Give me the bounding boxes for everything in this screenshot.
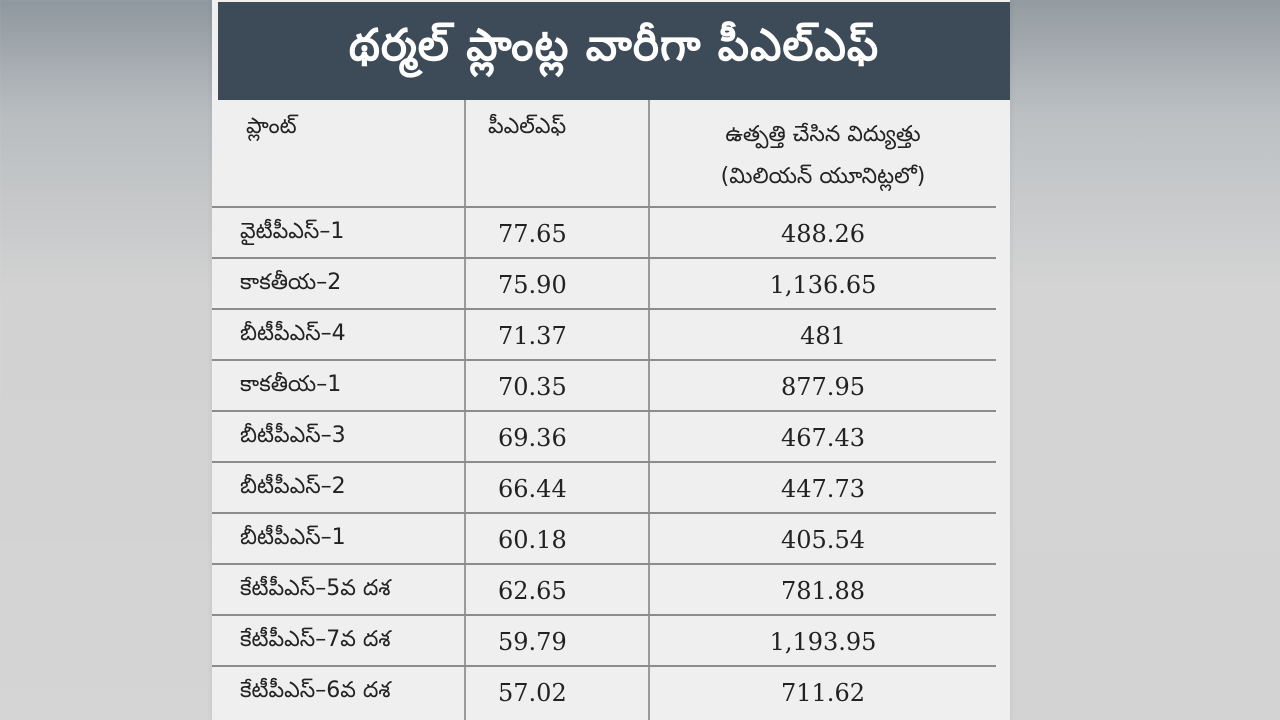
cell-plant: బీటీపీఎస్–2 xyxy=(240,474,346,499)
cell-generation: 481 xyxy=(800,322,846,350)
cell-plf: 75.90 xyxy=(498,271,567,299)
row-divider xyxy=(212,665,996,667)
row-divider xyxy=(212,359,996,361)
plf-table-card: థర్మల్ ప్లాంట్ల వారీగా పీఎల్ఎఫ్ ప్లాంట్ … xyxy=(212,0,1010,720)
cell-plf: 66.44 xyxy=(498,475,567,503)
row-divider xyxy=(212,257,996,259)
cell-generation: 1,136.65 xyxy=(769,271,877,299)
cell-generation: 781.88 xyxy=(781,577,865,605)
cell-generation: 447.73 xyxy=(781,475,865,503)
cell-generation: 405.54 xyxy=(781,526,865,554)
cell-plant: బీటీపీఎస్–3 xyxy=(240,423,346,448)
header-generation: ఉత్పత్తి చేసిన విద్యుత్తు (మిలియన్ యూనిట… xyxy=(650,114,996,198)
background-left xyxy=(0,0,212,720)
cell-plant: కేటీపీఎస్–5వ దశ xyxy=(240,576,391,601)
cell-generation: 1,193.95 xyxy=(769,628,877,656)
cell-plant: వైటీపీఎస్–1 xyxy=(240,219,345,244)
background-right xyxy=(1010,0,1280,720)
cell-plant: బీటీపీఎస్–4 xyxy=(240,321,346,346)
cell-plf: 59.79 xyxy=(498,628,567,656)
row-divider xyxy=(212,308,996,310)
table-title: థర్మల్ ప్లాంట్ల వారీగా పీఎల్ఎఫ్ xyxy=(218,2,1010,100)
cell-plf: 62.65 xyxy=(498,577,567,605)
row-divider xyxy=(212,206,996,208)
cell-plf: 71.37 xyxy=(498,322,567,350)
cell-plant: బీటీపీఎస్–1 xyxy=(240,525,346,550)
cell-plant: కాకతీయ–2 xyxy=(240,270,342,295)
row-divider xyxy=(212,461,996,463)
cell-generation: 877.95 xyxy=(781,373,865,401)
header-generation-line1: ఉత్పత్తి చేసిన విద్యుత్తు xyxy=(725,122,921,147)
cell-generation: 488.26 xyxy=(781,220,865,248)
cell-plf: 69.36 xyxy=(498,424,567,452)
row-divider xyxy=(212,512,996,514)
cell-plant: కేటీపీఎస్–7వ దశ xyxy=(240,627,391,652)
header-generation-line2: (మిలియన్ యూనిట్లలో) xyxy=(720,164,926,189)
cell-plf: 70.35 xyxy=(498,373,567,401)
cell-generation: 711.62 xyxy=(781,679,865,707)
cell-plf: 57.02 xyxy=(498,679,567,707)
cell-plf: 77.65 xyxy=(498,220,567,248)
row-divider xyxy=(212,563,996,565)
cell-plant: కేటీపీఎస్–6వ దశ xyxy=(240,678,391,703)
row-divider xyxy=(212,410,996,412)
header-plant: ప్లాంట్ xyxy=(246,114,297,139)
row-divider xyxy=(212,614,996,616)
cell-generation: 467.43 xyxy=(781,424,865,452)
cell-plant: కాకతీయ–1 xyxy=(240,372,342,397)
cell-plf: 60.18 xyxy=(498,526,567,554)
header-plf: పీఎల్ఎఫ్ xyxy=(488,114,567,139)
